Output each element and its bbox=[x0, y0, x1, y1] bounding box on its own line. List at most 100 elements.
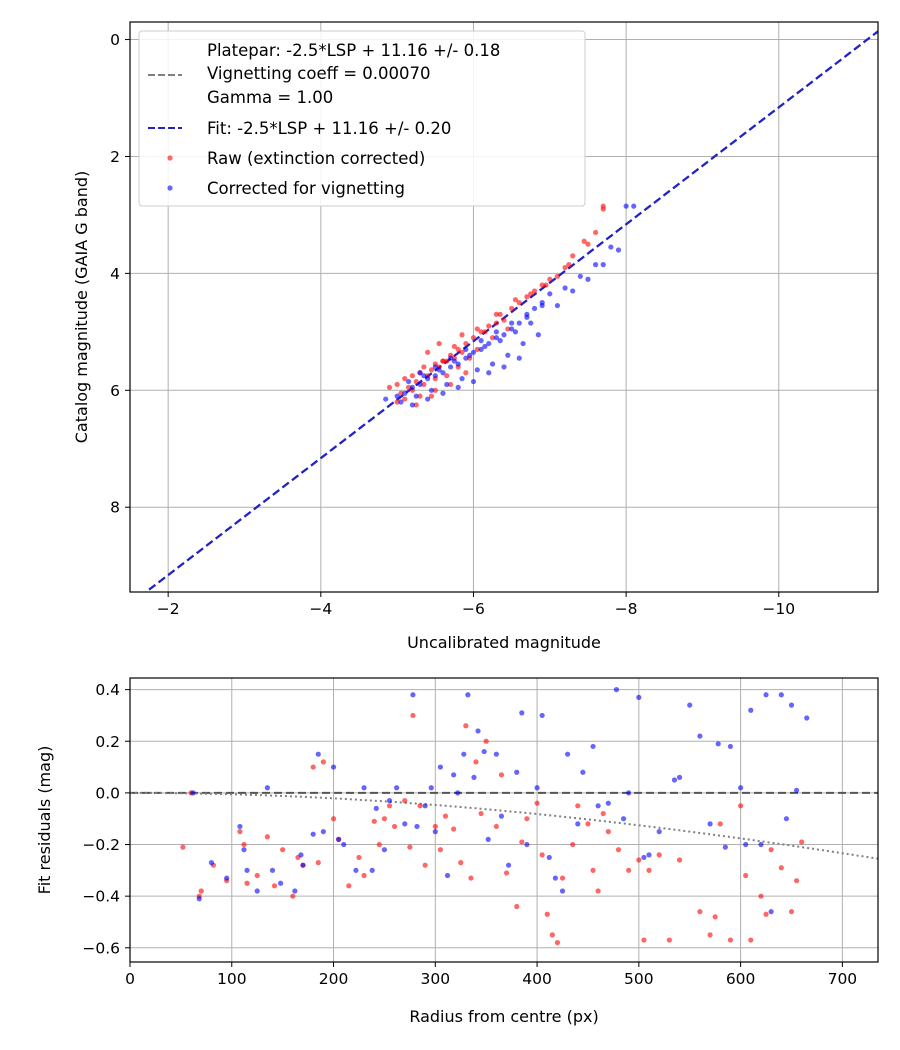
p1-corrected-point bbox=[425, 396, 431, 402]
p2-corrected-point bbox=[687, 702, 693, 708]
p2-raw-point bbox=[768, 847, 774, 853]
p1-x-tick-label: −4 bbox=[309, 600, 332, 618]
residuals-plot: 0 100 200 300 400 500 600 700 −0.6 −0.4 −0.2 0.0 0.2… bbox=[35, 677, 879, 1026]
p2-corrected-point bbox=[493, 751, 499, 757]
p1-corrected-point bbox=[402, 390, 408, 396]
p1-raw-point bbox=[402, 376, 408, 382]
p1-corrected-point bbox=[409, 402, 416, 408]
p1-corrected-point bbox=[417, 370, 423, 376]
p1-corrected-point bbox=[444, 381, 450, 388]
p1-raw-point bbox=[474, 346, 480, 352]
p2-y-tick-label: −0.6 bbox=[82, 939, 120, 957]
p1-raw-point bbox=[447, 381, 454, 388]
p2-raw-point bbox=[717, 821, 723, 827]
p1-corrected-point bbox=[425, 376, 431, 382]
p2-corrected-point bbox=[241, 847, 247, 853]
p2-raw-point bbox=[410, 712, 416, 719]
p2-corrected-point bbox=[208, 860, 215, 866]
p2-corrected-point bbox=[656, 829, 662, 835]
p2-corrected-point bbox=[315, 751, 321, 757]
p1-raw-point bbox=[402, 396, 408, 402]
p1-corrected-point bbox=[528, 320, 534, 326]
p2-corrected-point bbox=[381, 847, 388, 853]
p1-corrected-point bbox=[631, 203, 637, 209]
p2-corrected-point bbox=[559, 888, 566, 894]
p1-corrected-point bbox=[489, 361, 496, 367]
p1-raw-point bbox=[474, 326, 480, 332]
p2-raw-point bbox=[605, 829, 611, 835]
p1-corrected-point bbox=[447, 364, 454, 370]
p2-raw-point bbox=[778, 865, 784, 871]
p2-corrected-point bbox=[414, 823, 420, 830]
p2-raw-point bbox=[727, 937, 734, 943]
p1-corrected-point bbox=[600, 262, 606, 268]
p1-corrected-point bbox=[539, 302, 545, 309]
p2-corrected-point bbox=[196, 896, 202, 902]
p2-raw-point bbox=[346, 883, 352, 889]
p1-corrected-point bbox=[383, 396, 389, 402]
p1-corrected-point bbox=[413, 393, 419, 399]
p2-raw-point bbox=[361, 872, 367, 879]
p1-corrected-point bbox=[608, 244, 614, 250]
p2-corrected-point bbox=[402, 821, 408, 827]
p2-raw-point bbox=[666, 937, 672, 943]
p2-corrected-point bbox=[748, 707, 754, 713]
p2-raw-point bbox=[417, 803, 423, 809]
p1-corrected-point bbox=[554, 302, 561, 309]
p2-corrected-point bbox=[778, 692, 784, 698]
p1-corrected-point bbox=[432, 364, 438, 370]
p1-raw-point bbox=[463, 340, 469, 347]
p1-corrected-point bbox=[474, 367, 480, 373]
p1-raw-point bbox=[394, 381, 400, 388]
p1-raw-point bbox=[428, 367, 435, 373]
p2-raw-point bbox=[498, 772, 505, 778]
p1-corrected-point bbox=[623, 203, 629, 209]
p2-corrected-point bbox=[386, 798, 393, 804]
p2-corrected-point bbox=[437, 764, 443, 770]
p1-corrected-point bbox=[516, 320, 522, 326]
p2-corrected-point bbox=[254, 888, 260, 894]
p1-raw-point bbox=[470, 335, 477, 341]
p2-corrected-point bbox=[546, 854, 552, 861]
vignetting-curve bbox=[130, 791, 878, 860]
p1-raw-point bbox=[413, 402, 419, 408]
p2-raw-point bbox=[503, 870, 510, 876]
p2-corrected-point bbox=[626, 790, 632, 796]
p2-raw-point bbox=[559, 875, 566, 881]
p2-corrected-point bbox=[620, 816, 627, 822]
p1-corrected-point bbox=[421, 373, 427, 379]
p2-y-tick-label: 0.0 bbox=[95, 784, 120, 802]
p1-corrected-point bbox=[615, 247, 622, 253]
p2-x-tick-label: 0 bbox=[125, 970, 135, 988]
p2-corrected-point bbox=[224, 875, 230, 881]
p2-raw-point bbox=[534, 800, 540, 806]
p2-corrected-point bbox=[422, 803, 428, 809]
p2-corrected-point bbox=[738, 785, 744, 791]
p2-raw-point bbox=[799, 839, 805, 845]
p1-raw-point bbox=[428, 393, 435, 399]
p2-raw-point bbox=[595, 888, 601, 894]
p1-raw-point bbox=[516, 300, 522, 306]
residuals-reference-lines bbox=[130, 791, 878, 860]
p2-x-tick-label: 600 bbox=[726, 970, 756, 988]
p2-raw-point bbox=[473, 759, 479, 765]
p1-corrected-point bbox=[409, 384, 416, 390]
p2-raw-point bbox=[315, 860, 321, 866]
p1-raw-point bbox=[444, 358, 450, 364]
p1-corrected-point bbox=[501, 364, 507, 370]
p2-corrected-point bbox=[514, 769, 520, 775]
p2-raw-point bbox=[458, 860, 464, 866]
p1-x-tick-label: −2 bbox=[157, 600, 180, 618]
p1-corrected-point bbox=[486, 340, 492, 347]
legend-vignetting-coeff: Vignetting coeff = 0.00070 bbox=[207, 64, 431, 83]
p1-raw-point bbox=[509, 305, 515, 312]
p1-raw-point bbox=[486, 323, 492, 329]
p2-corrected-point bbox=[320, 829, 326, 835]
p1-corrected-point bbox=[478, 346, 484, 352]
p1-corrected-point bbox=[509, 326, 515, 332]
p1-corrected-point bbox=[562, 285, 568, 291]
p2-raw-point bbox=[310, 764, 316, 770]
p1-raw-point bbox=[440, 358, 446, 364]
p1-corrected-point bbox=[394, 393, 400, 399]
p1-corrected-point bbox=[497, 338, 503, 344]
